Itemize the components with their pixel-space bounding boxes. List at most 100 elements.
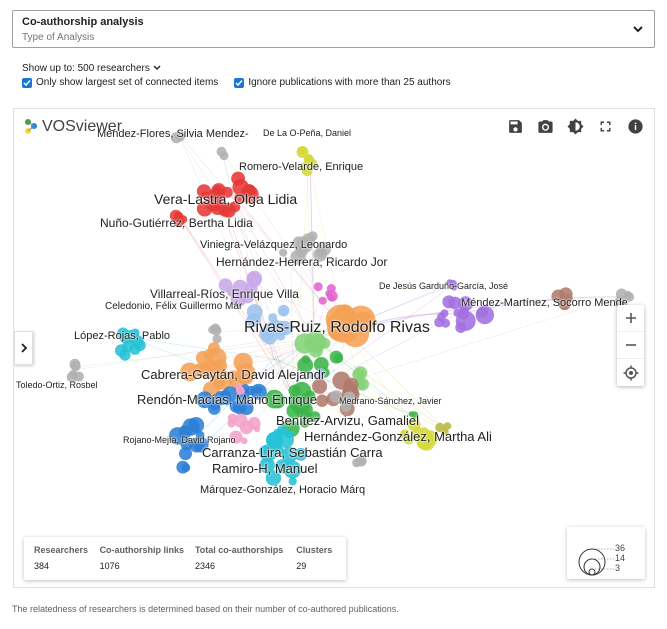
network-node[interactable] <box>286 402 303 419</box>
network-node[interactable] <box>227 413 238 423</box>
network-node[interactable] <box>306 372 314 379</box>
network-canvas[interactable] <box>14 109 655 588</box>
network-node[interactable] <box>273 320 289 336</box>
network-node[interactable] <box>239 420 254 435</box>
network-node[interactable] <box>237 368 254 385</box>
network-node[interactable] <box>356 378 370 391</box>
network-node[interactable] <box>229 400 242 413</box>
network-node[interactable] <box>343 391 356 404</box>
network-node[interactable] <box>259 444 277 462</box>
network-node[interactable] <box>240 185 259 204</box>
network-node[interactable] <box>168 427 187 445</box>
network-node[interactable] <box>319 337 331 349</box>
network-node[interactable] <box>246 385 256 396</box>
brightness-icon[interactable] <box>567 118 584 135</box>
largest-set-checkbox[interactable]: Only show largest set of connected items <box>22 77 218 88</box>
network-node[interactable] <box>312 378 328 394</box>
network-node[interactable] <box>296 146 309 158</box>
network-node[interactable] <box>117 327 129 340</box>
network-node[interactable] <box>443 422 452 430</box>
network-node[interactable] <box>326 290 338 302</box>
network-node[interactable] <box>272 442 282 452</box>
network-node[interactable] <box>435 422 445 433</box>
network-node[interactable] <box>340 401 352 413</box>
network-node[interactable] <box>326 284 336 293</box>
network-node[interactable] <box>240 437 248 445</box>
network-node[interactable] <box>275 459 290 474</box>
network-node[interactable] <box>294 447 308 461</box>
network-node[interactable] <box>231 171 246 186</box>
network-node[interactable] <box>212 370 233 391</box>
network-node[interactable] <box>352 458 362 468</box>
network-node[interactable] <box>307 231 318 241</box>
network-node[interactable] <box>200 363 210 373</box>
network-node[interactable] <box>134 339 146 351</box>
analysis-type-select[interactable]: Co-authorship analysis Type of Analysis <box>12 10 655 48</box>
network-node[interactable] <box>181 463 191 473</box>
network-node[interactable] <box>448 279 458 289</box>
network-node[interactable] <box>222 396 232 406</box>
network-node[interactable] <box>551 289 566 304</box>
network-node[interactable] <box>70 361 81 372</box>
network-node[interactable] <box>246 313 261 328</box>
network-node[interactable] <box>265 470 282 486</box>
network-node[interactable] <box>309 411 321 423</box>
zoom-out-button[interactable] <box>617 332 644 359</box>
ignore-pubs-checkbox[interactable]: Ignore publications with more than 25 au… <box>234 77 451 88</box>
network-node[interactable] <box>265 389 284 409</box>
network-node[interactable] <box>273 428 283 438</box>
network-node[interactable] <box>208 402 221 415</box>
network-node[interactable] <box>354 366 368 380</box>
network-node[interactable] <box>179 447 192 461</box>
network-node[interactable] <box>259 457 275 474</box>
network-node[interactable] <box>280 308 288 316</box>
network-node[interactable] <box>422 430 438 447</box>
network-node[interactable] <box>231 288 243 299</box>
network-node[interactable] <box>304 331 326 353</box>
network-node[interactable] <box>211 183 226 198</box>
network-node[interactable] <box>329 350 343 364</box>
network-nodes[interactable] <box>66 131 635 486</box>
network-node[interactable] <box>441 318 451 328</box>
network-node[interactable] <box>475 305 494 325</box>
network-node[interactable] <box>173 215 185 227</box>
network-node[interactable] <box>212 334 222 344</box>
zoom-in-button[interactable] <box>617 305 644 332</box>
network-node[interactable] <box>229 430 243 444</box>
network-node[interactable] <box>411 411 419 419</box>
network-node[interactable] <box>403 434 414 445</box>
network-node[interactable] <box>285 430 294 439</box>
network-node[interactable] <box>207 342 221 355</box>
network-node[interactable] <box>329 390 343 403</box>
network-node[interactable] <box>313 282 323 292</box>
network-node[interactable] <box>204 194 223 212</box>
network-node[interactable] <box>448 296 462 310</box>
researcher-count-dropdown[interactable]: 500 researchers <box>78 63 161 74</box>
network-node[interactable] <box>73 371 84 382</box>
network-node[interactable] <box>216 146 227 157</box>
network-node[interactable] <box>407 418 421 432</box>
network-node[interactable] <box>279 248 288 257</box>
network-node[interactable] <box>188 417 205 433</box>
network-node[interactable] <box>189 437 205 453</box>
network-node[interactable] <box>180 362 200 382</box>
network-node[interactable] <box>276 331 286 341</box>
camera-icon[interactable] <box>537 118 554 135</box>
network-node[interactable] <box>315 394 329 407</box>
info-icon[interactable] <box>627 118 644 135</box>
reset-view-button[interactable] <box>617 359 644 386</box>
network-node[interactable] <box>196 391 214 409</box>
network-node[interactable] <box>235 382 243 390</box>
network-node[interactable] <box>318 296 327 305</box>
network-node[interactable] <box>211 325 222 336</box>
network-node[interactable] <box>458 308 469 320</box>
network-node[interactable] <box>440 309 449 318</box>
network-node[interactable] <box>290 249 306 265</box>
network-visualization[interactable]: Méndez-Flores, Silvia Mendez- De La O-Peñ… <box>13 108 655 588</box>
save-icon[interactable] <box>507 118 524 135</box>
network-node[interactable] <box>332 371 351 390</box>
network-node[interactable] <box>297 357 314 373</box>
network-node[interactable] <box>317 242 331 256</box>
network-node[interactable] <box>281 446 298 463</box>
network-node[interactable] <box>300 162 312 173</box>
